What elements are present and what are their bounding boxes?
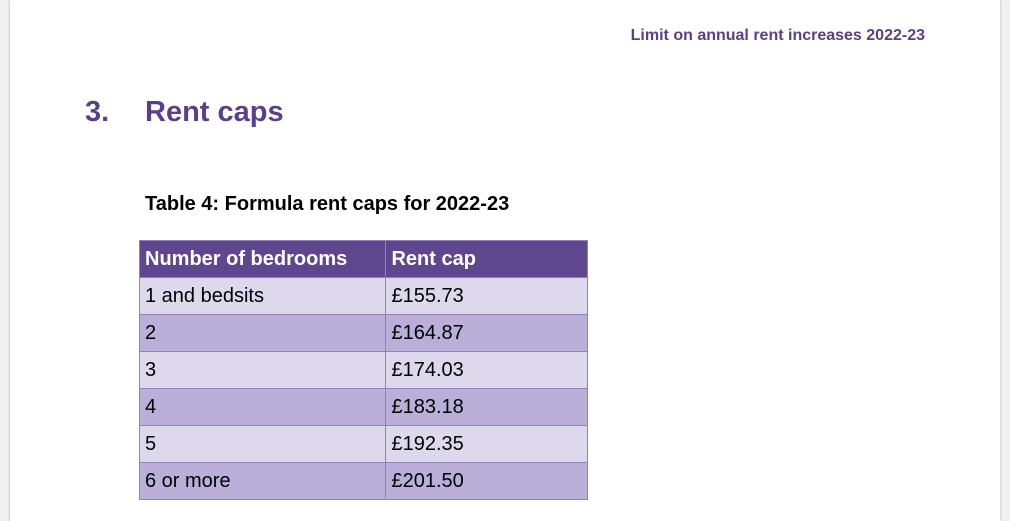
section-number: 3. (85, 96, 110, 128)
section-heading: 3. Rent caps (85, 96, 284, 129)
column-header-rent-cap: Rent cap (385, 240, 588, 278)
table-row: 3 £174.03 (138, 351, 588, 389)
rent-cap-cell: £183.18 (385, 388, 588, 426)
table-row: 4 £183.18 (138, 388, 588, 426)
bedrooms-cell: 1 and bedsits (138, 277, 387, 315)
bedrooms-cell: 4 (138, 388, 387, 426)
rent-cap-cell: £201.50 (385, 462, 588, 500)
section-title: Rent caps (145, 96, 284, 128)
bedrooms-cell: 6 or more (138, 462, 387, 500)
bedrooms-cell: 3 (138, 351, 387, 389)
bedrooms-cell: 5 (138, 425, 387, 463)
bedrooms-cell: 2 (138, 314, 387, 352)
table-row: 1 and bedsits £155.73 (138, 277, 588, 315)
running-header: Limit on annual rent increases 2022-23 (630, 27, 925, 44)
rent-cap-cell: £164.87 (385, 314, 588, 352)
table-header-row: Number of bedrooms Rent cap (138, 240, 588, 278)
rent-cap-cell: £174.03 (385, 351, 588, 389)
rent-cap-cell: £155.73 (385, 277, 588, 315)
table-row: 6 or more £201.50 (138, 462, 588, 500)
table-caption: Table 4: Formula rent caps for 2022-23 (145, 193, 510, 215)
rent-caps-table: Number of bedrooms Rent cap 1 and bedsit… (138, 240, 588, 500)
rent-cap-cell: £192.35 (385, 425, 588, 463)
table-row: 2 £164.87 (138, 314, 588, 352)
document-page: Limit on annual rent increases 2022-23 3… (10, 0, 1000, 521)
column-header-bedrooms: Number of bedrooms (138, 240, 387, 278)
table-row: 5 £192.35 (138, 425, 588, 463)
